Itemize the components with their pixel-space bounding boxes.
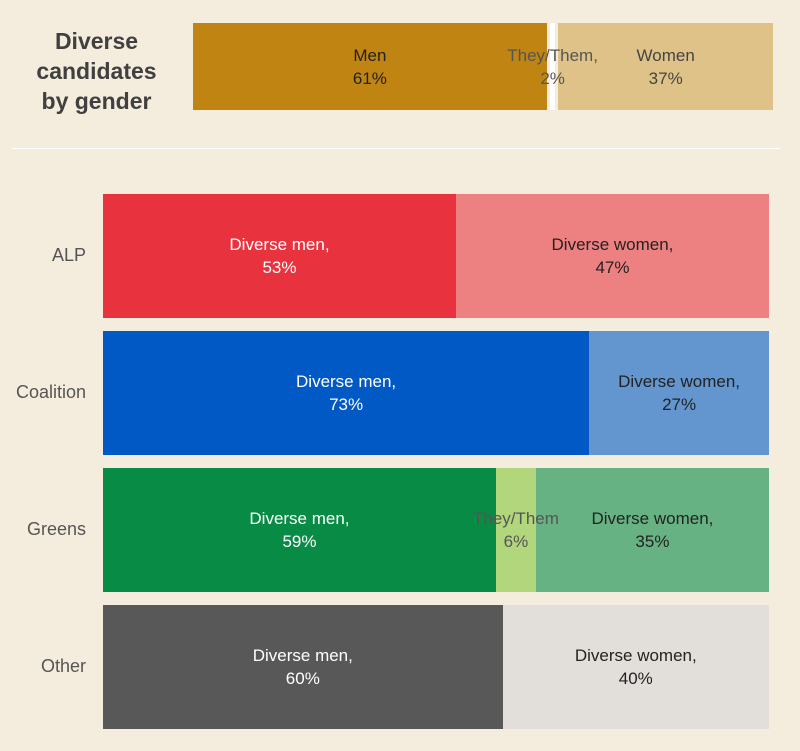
segment-label: Diverse men, — [249, 509, 350, 528]
party-stacked-bar: Diverse men, 53% Diverse women, 47% — [103, 194, 769, 318]
segment-label: Diverse men, — [252, 646, 353, 665]
divider — [12, 148, 780, 149]
bar-segment: Diverse men, 73% — [103, 331, 590, 455]
bar-segment: Men 61% — [193, 23, 547, 110]
bar-segment: Diverse women, 47% — [455, 194, 769, 318]
summary-title-line: candidates — [36, 58, 157, 84]
segment-value-label: 73% — [329, 395, 364, 414]
bar-segment: Women 37% — [558, 23, 773, 110]
bar-segment: They/Them, 2% — [507, 23, 598, 110]
bar-segment: Diverse men, 60% — [103, 605, 503, 729]
segment-label: Women — [636, 45, 695, 65]
segment-label: Diverse women, — [574, 646, 697, 665]
party-stacked-bar: Diverse men, 73% Diverse women, 27% — [103, 331, 769, 455]
segment-label: Diverse women, — [551, 235, 674, 254]
segment-label: Diverse men, — [229, 235, 330, 254]
segment-value-label: 60% — [285, 669, 320, 688]
category-label: Other — [40, 656, 86, 676]
segment-label: Diverse women, — [591, 509, 714, 528]
bar-segment: Diverse men, 53% — [103, 194, 456, 318]
summary-title-line: by gender — [41, 88, 152, 114]
category-label: Greens — [26, 519, 86, 539]
segment-value-label: 37% — [648, 68, 683, 88]
bar-segment: They/Them 6% — [473, 468, 559, 592]
summary-title-line: Diverse — [54, 28, 139, 54]
party-stacked-bar: Diverse men, 59% They/Them 6% Diverse women,… — [103, 468, 769, 592]
segment-value-label: 2% — [540, 68, 565, 88]
party-stacked-bar: Diverse men, 60% Diverse women, 40% — [103, 605, 769, 729]
bar-segment: Diverse women, 35% — [535, 468, 769, 592]
segment-label: They/Them, — [507, 45, 598, 65]
bar-segment: Diverse women, 27% — [589, 331, 769, 455]
bar-segment: Diverse men, 59% — [103, 468, 496, 592]
segment-label: Men — [353, 45, 387, 65]
segment-value-label: 47% — [595, 258, 630, 277]
segment-label: Diverse men, — [296, 372, 397, 391]
segment-value-label: 40% — [618, 669, 653, 688]
segment-value-label: 61% — [352, 68, 387, 88]
segment-value-label: 27% — [662, 395, 697, 414]
segment-value-label: 6% — [503, 532, 529, 551]
category-label: ALP — [51, 245, 86, 265]
segment-label: Diverse women, — [618, 372, 741, 391]
summary-stacked-bar: Men 61% They/Them, 2% Women 37% — [193, 23, 773, 110]
summary-title: Diverse candidates by gender — [0, 26, 193, 116]
segment-value-label: 35% — [635, 532, 670, 551]
segment-label: They/Them — [472, 509, 559, 528]
segment-value-label: 53% — [262, 258, 297, 277]
segment-value-label: 59% — [282, 532, 317, 551]
category-label: Coalition — [15, 382, 86, 402]
bar-segment: Diverse women, 40% — [502, 605, 769, 729]
